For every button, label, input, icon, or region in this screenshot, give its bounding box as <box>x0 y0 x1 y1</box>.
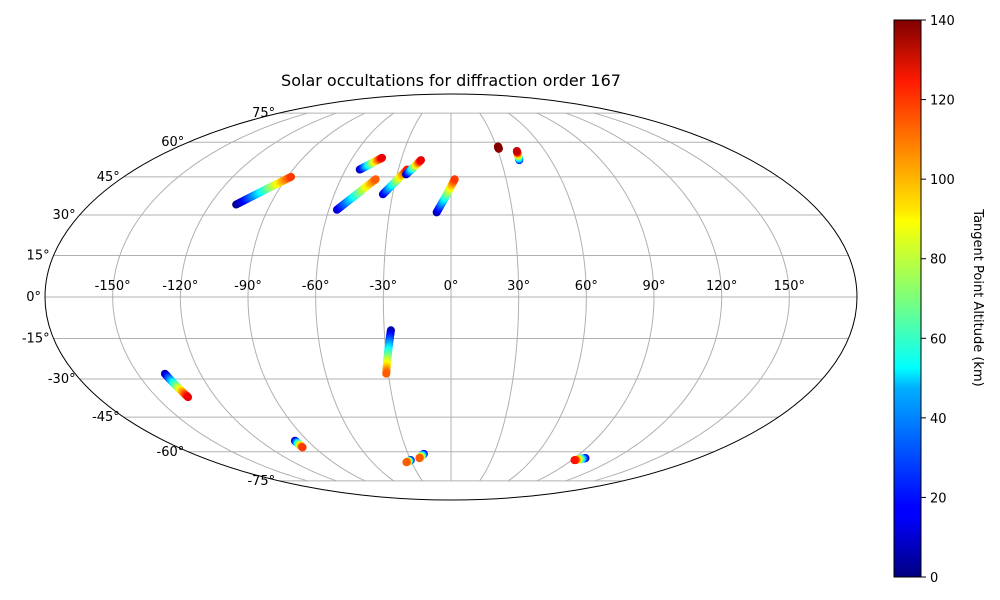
lon-tick-label: -30° <box>369 279 397 294</box>
meridian-line <box>112 112 308 482</box>
meridian-line <box>179 112 337 482</box>
colorbar-tick-label: 120 <box>930 94 955 109</box>
lon-tick-label: 120° <box>706 279 737 294</box>
occultation-track <box>432 175 459 217</box>
track-point <box>570 456 579 465</box>
occultation-track <box>402 156 426 179</box>
track-point <box>493 142 502 151</box>
track-point <box>415 454 424 463</box>
latitude-tick-labels: 75° 60° 45° 30° 15° 0° -15° -30° -45° -60° -75° <box>22 106 275 489</box>
lat-tick-label: -75° <box>247 474 275 489</box>
colorbar: 0 20 40 60 80 100 120 140 Tangent Point Altitud… <box>893 14 985 586</box>
lon-tick-label: 150° <box>774 279 805 294</box>
occultation-track <box>332 175 380 214</box>
occultation-track <box>493 142 503 153</box>
lon-tick-label: 60° <box>575 279 598 294</box>
colorbar-tick-label: 0 <box>930 571 938 586</box>
lon-tick-label: 90° <box>642 279 665 294</box>
track-point <box>371 175 380 184</box>
graticule <box>45 112 857 482</box>
lat-tick-label: 75° <box>252 106 275 121</box>
occultation-track <box>290 436 307 452</box>
occultation-track <box>232 172 296 209</box>
occultation-tracks <box>160 142 590 467</box>
track-point <box>512 147 521 156</box>
meridian-line <box>536 112 655 482</box>
colorbar-tick-label: 100 <box>930 173 955 188</box>
track-point <box>402 458 411 467</box>
track-point <box>184 393 193 402</box>
lat-tick-label: 30° <box>53 208 76 223</box>
occultation-track <box>355 153 387 174</box>
colorbar-tick-label: 20 <box>930 491 947 506</box>
lat-tick-label: -60° <box>157 445 185 460</box>
lon-tick-label: 30° <box>507 279 530 294</box>
colorbar-tick-label: 80 <box>930 253 947 268</box>
lat-tick-label: 60° <box>161 135 184 150</box>
meridian-line <box>565 112 723 482</box>
chart-title: Solar occultations for diffraction order… <box>281 71 621 90</box>
lat-tick-label: -15° <box>22 332 50 347</box>
colorbar-ticks: 0 20 40 60 80 100 120 140 <box>921 14 955 586</box>
track-point <box>378 153 387 162</box>
track-point <box>382 369 391 378</box>
occultation-track <box>402 456 415 467</box>
meridian-line <box>479 112 520 482</box>
colorbar-gradient <box>893 19 922 578</box>
meridian-line <box>507 112 587 482</box>
track-point <box>417 156 426 165</box>
lon-tick-label: -150° <box>95 279 131 294</box>
track-point <box>298 443 307 452</box>
lon-tick-label: -90° <box>234 279 262 294</box>
meridian-line <box>247 112 366 482</box>
lat-tick-label: -30° <box>48 372 76 387</box>
lat-tick-label: -45° <box>92 410 120 425</box>
lon-tick-label: 0° <box>444 279 459 294</box>
lat-tick-label: 15° <box>27 248 50 263</box>
occultation-track <box>160 369 193 402</box>
lat-tick-label: 45° <box>97 170 120 185</box>
meridian-line <box>594 112 790 482</box>
colorbar-tick-label: 140 <box>930 14 955 29</box>
longitude-tick-labels: -150° -120° -90° -60° -30° 0° 30° 60° 90° 120° 150… <box>95 279 805 294</box>
colorbar-tick-label: 40 <box>930 412 947 427</box>
colorbar-label: Tangent Point Altitude (km) <box>970 208 985 386</box>
occultation-track <box>415 449 428 463</box>
occultation-track <box>570 454 590 465</box>
occultation-track <box>512 147 524 165</box>
colorbar-tick-label: 60 <box>930 332 947 347</box>
lat-tick-label: 0° <box>26 290 41 305</box>
lon-tick-label: -120° <box>162 279 198 294</box>
meridian-line <box>315 112 395 482</box>
track-point <box>287 172 296 181</box>
occultation-track <box>382 326 395 378</box>
lon-tick-label: -60° <box>302 279 330 294</box>
meridian-line <box>382 112 423 482</box>
map-boundary <box>44 93 858 501</box>
track-point <box>450 175 459 184</box>
